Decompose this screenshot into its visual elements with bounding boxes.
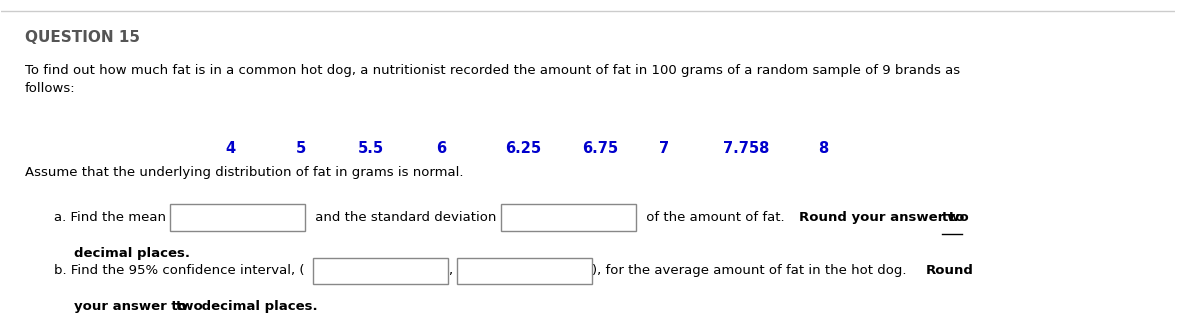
Text: of the amount of fat.: of the amount of fat. bbox=[642, 211, 788, 224]
Text: two: two bbox=[176, 300, 204, 313]
Text: Assume that the underlying distribution of fat in grams is normal.: Assume that the underlying distribution … bbox=[25, 167, 463, 179]
Text: To find out how much fat is in a common hot dog, a nutritionist recorded the amo: To find out how much fat is in a common … bbox=[25, 64, 960, 95]
Text: ), for the average amount of fat in the hot dog.: ), for the average amount of fat in the … bbox=[592, 264, 911, 277]
FancyBboxPatch shape bbox=[457, 258, 592, 284]
Text: 8: 8 bbox=[817, 141, 828, 156]
Text: 7.758: 7.758 bbox=[724, 141, 769, 156]
Text: two: two bbox=[942, 211, 970, 224]
Text: a. Find the mean: a. Find the mean bbox=[54, 211, 170, 224]
Text: decimal places.: decimal places. bbox=[197, 300, 317, 313]
Text: 5: 5 bbox=[295, 141, 306, 156]
Text: 6.75: 6.75 bbox=[582, 141, 618, 156]
Text: 6.25: 6.25 bbox=[505, 141, 541, 156]
Text: and the standard deviation: and the standard deviation bbox=[311, 211, 500, 224]
FancyBboxPatch shape bbox=[502, 204, 636, 231]
Text: decimal places.: decimal places. bbox=[74, 247, 190, 260]
Text: b. Find the 95% confidence interval, (: b. Find the 95% confidence interval, ( bbox=[54, 264, 305, 277]
Text: 5.5: 5.5 bbox=[358, 141, 384, 156]
Text: 4: 4 bbox=[226, 141, 235, 156]
Text: 7: 7 bbox=[659, 141, 670, 156]
FancyBboxPatch shape bbox=[170, 204, 305, 231]
Text: Round your answer to: Round your answer to bbox=[799, 211, 968, 224]
FancyBboxPatch shape bbox=[313, 258, 448, 284]
Text: QUESTION 15: QUESTION 15 bbox=[25, 30, 140, 45]
Text: your answer to: your answer to bbox=[74, 300, 192, 313]
Text: ,: , bbox=[448, 264, 452, 277]
Text: Round: Round bbox=[925, 264, 973, 277]
Text: 6: 6 bbox=[437, 141, 446, 156]
